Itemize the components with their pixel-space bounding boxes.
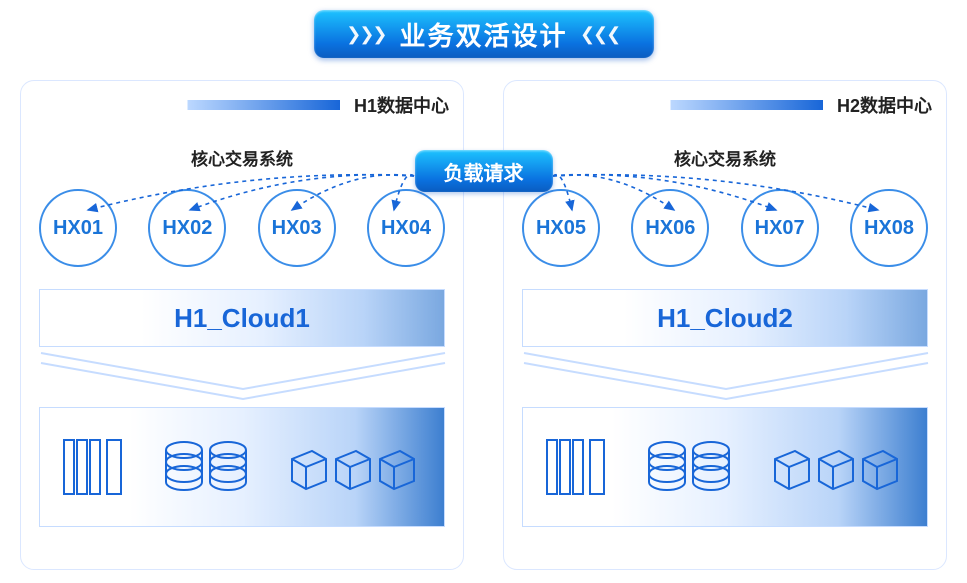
dc-header-left: H1数据中心: [35, 93, 449, 117]
servers-icon: [545, 436, 615, 498]
system-label-left: 核心交易系统: [21, 145, 463, 170]
dc-header-right: H2数据中心: [518, 93, 932, 117]
load-balance-badge: 负载请求: [415, 150, 553, 192]
title-badge: ❯❯❯ 业务双活设计 ❯❯❯: [314, 10, 654, 58]
chevron-down-icon: [522, 351, 930, 401]
lb-label: 负载请求: [444, 157, 524, 186]
node-hx01: HX01: [39, 189, 117, 267]
page-title: 业务双活设计: [399, 16, 567, 53]
disks-icon: [645, 438, 735, 496]
dc-title-right: H2数据中心: [837, 92, 932, 118]
system-label-right: 核心交易系统: [504, 145, 946, 170]
node-hx05: HX05: [522, 189, 600, 267]
dc-panel-h1: H1数据中心 核心交易系统 HX01 HX02 HX03 HX04 H1_Clo…: [20, 80, 464, 570]
cloud-label-left: H1_Cloud1: [174, 303, 310, 334]
dc-title-left: H1数据中心: [354, 92, 449, 118]
node-hx07: HX07: [741, 189, 819, 267]
node-hx04: HX04: [367, 189, 445, 267]
chevron-down-icon: [39, 351, 447, 401]
cloud-bar-left: H1_Cloud1: [39, 289, 445, 347]
header-stripes-icon: [518, 100, 823, 110]
dc-panel-h2: H2数据中心 核心交易系统 HX05 HX06 HX07 HX08 H1_Clo…: [503, 80, 947, 570]
servers-icon: [62, 436, 132, 498]
header-stripes-icon: [35, 100, 340, 110]
cloud-label-right: H1_Cloud2: [657, 303, 793, 334]
node-hx06: HX06: [631, 189, 709, 267]
boxes-icon: [765, 441, 905, 493]
cloud-bar-right: H1_Cloud2: [522, 289, 928, 347]
boxes-icon: [282, 441, 422, 493]
chevron-right-icon: ❯❯❯: [346, 24, 385, 45]
node-hx08: HX08: [850, 189, 928, 267]
node-hx03: HX03: [258, 189, 336, 267]
node-hx02: HX02: [148, 189, 226, 267]
disks-icon: [162, 438, 252, 496]
chevron-left-icon: ❯❯❯: [582, 24, 621, 45]
hardware-bar-left: [39, 407, 445, 527]
node-row-right: HX05 HX06 HX07 HX08: [522, 189, 928, 267]
hardware-bar-right: [522, 407, 928, 527]
node-row-left: HX01 HX02 HX03 HX04: [39, 189, 445, 267]
